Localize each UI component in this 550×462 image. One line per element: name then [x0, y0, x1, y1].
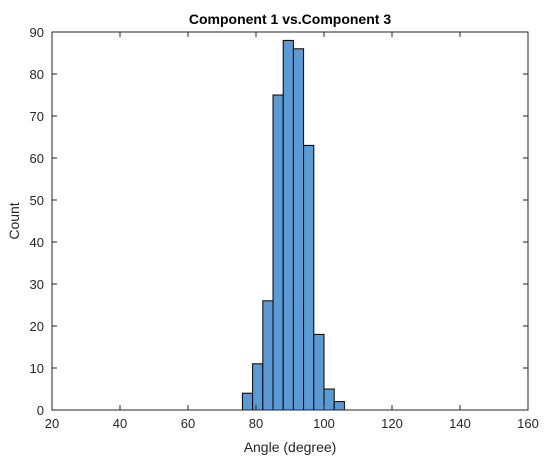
x-tick-label: 100 — [313, 416, 335, 431]
x-tick-label: 120 — [381, 416, 403, 431]
y-axis-ticks: 0 10 20 30 40 50 60 70 80 90 — [30, 25, 528, 418]
y-tick-label: 80 — [30, 67, 44, 82]
y-tick-label: 90 — [30, 25, 44, 40]
bars-group — [241, 39, 345, 411]
histogram-bar — [292, 48, 305, 411]
y-tick-label: 70 — [30, 109, 44, 124]
y-tick-label: 20 — [30, 319, 44, 334]
x-tick-label: 160 — [517, 416, 539, 431]
x-tick-label: 140 — [449, 416, 471, 431]
histogram-bar — [241, 392, 254, 411]
histogram-bar — [272, 94, 284, 411]
y-tick-label: 10 — [30, 361, 44, 376]
histogram-bar — [252, 363, 264, 411]
x-axis-ticks: 20 40 60 80 100 120 140 160 — [45, 32, 539, 431]
x-axis-label: Angle (degree) — [244, 439, 337, 455]
histogram-bar — [262, 300, 274, 411]
y-tick-label: 0 — [37, 403, 44, 418]
x-tick-label: 80 — [249, 416, 263, 431]
y-tick-label: 60 — [30, 151, 44, 166]
x-tick-label: 40 — [113, 416, 127, 431]
y-tick-label: 30 — [30, 277, 44, 292]
x-tick-label: 20 — [45, 416, 59, 431]
y-tick-label: 40 — [30, 235, 44, 250]
plot-box — [51, 31, 529, 411]
histogram-bar — [313, 333, 325, 411]
histogram-bar — [303, 144, 315, 411]
x-tick-label: 60 — [181, 416, 195, 431]
y-axis-label: Count — [6, 202, 22, 239]
histogram-bar — [333, 401, 345, 411]
chart-title: Component 1 vs.Component 3 — [189, 11, 391, 27]
y-tick-label: 50 — [30, 193, 44, 208]
histogram-bar — [282, 39, 294, 411]
histogram-bar — [323, 388, 335, 411]
